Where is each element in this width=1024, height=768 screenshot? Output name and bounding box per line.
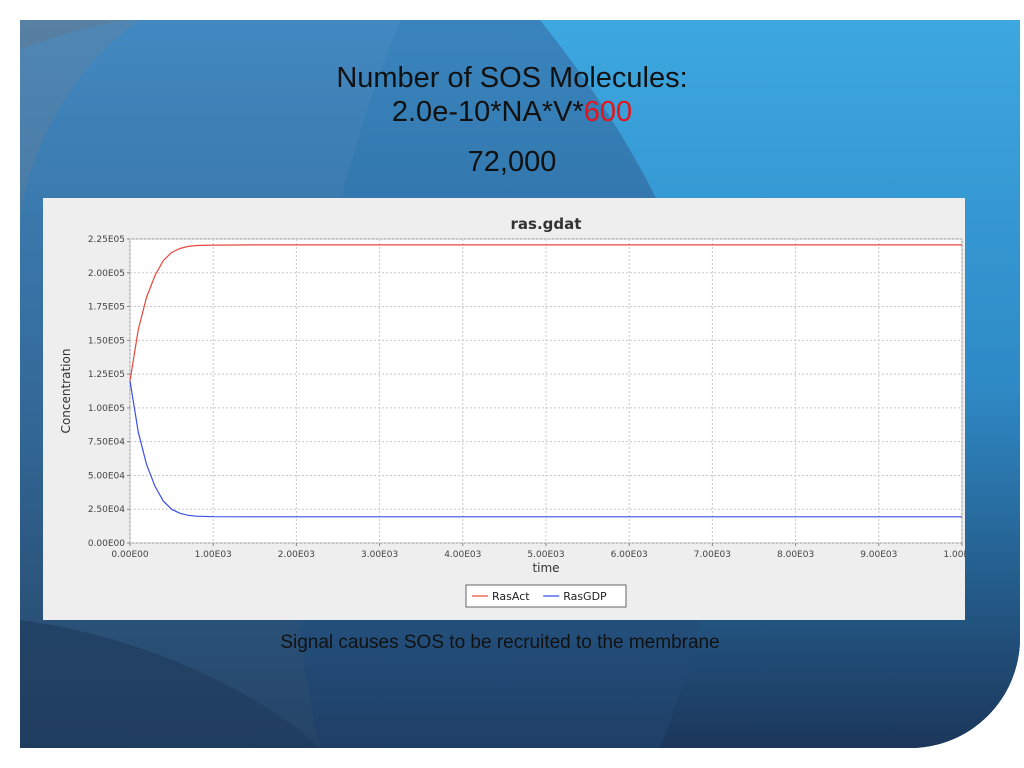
legend-label: RasAct [492,590,530,603]
series-line-rasgdp [129,380,962,518]
legend-label: RasGDP [563,590,607,603]
y-tick-label: 7.50E04 [88,438,125,448]
x-tick-label: 4.00E03 [444,550,481,560]
slide-title-line1: Number of SOS Molecules: [336,62,688,94]
x-tick-label: 0.00E00 [111,550,148,560]
x-tick-label: 7.00E03 [694,550,731,560]
y-tick-label: 2.50E04 [88,505,125,515]
x-axis-label: time [532,561,559,575]
series-line-rasact [129,244,962,381]
chart-panel: 0.00E00 1.00E03 2.00E03 3.00E03 4.00E03 5.00E… [43,198,981,620]
slide-caption: Signal causes SOS to be recruited to the… [280,632,720,653]
y-tick-label: 1.50E05 [88,336,125,346]
x-tick-label: 3.00E03 [361,550,398,560]
y-tick-label: 2.25E05 [88,235,125,245]
y-tick-label: 2.00E05 [88,269,125,279]
x-tick-label: 5.00E03 [527,550,564,560]
y-tick-label: 1.00E05 [88,404,125,414]
y-tick-label: 1.75E05 [88,303,125,313]
y-tick-label: 0.00E00 [88,539,125,549]
slide-title-highlight: 600 [583,96,633,128]
line-chart: 0.00E00 1.00E03 2.00E03 3.00E03 4.00E03 5.00E… [59,215,981,608]
slide-title-formula: 2.0e-10*NA*V* [391,96,584,128]
x-tick-label: 2.00E03 [278,550,315,560]
y-tick-label: 1.25E05 [88,370,125,380]
slide-title-line2: 2.0e-10*NA*V*600 [0,96,1024,128]
chart-legend: RasAct RasGDP [465,584,627,608]
y-axis-label: Concentration [59,349,73,434]
x-tick-label: 9.00E03 [860,550,897,560]
slide-title-line3: 72,000 [467,146,557,178]
x-tick-label: 1.00E03 [195,550,232,560]
x-tick-label: 1.00E04 [943,550,965,560]
x-tick-label: 6.00E03 [611,550,648,560]
y-tick-label: 5.00E04 [88,471,125,481]
x-tick-label: 8.00E03 [777,550,814,560]
chart-title: ras.gdat [511,215,582,233]
